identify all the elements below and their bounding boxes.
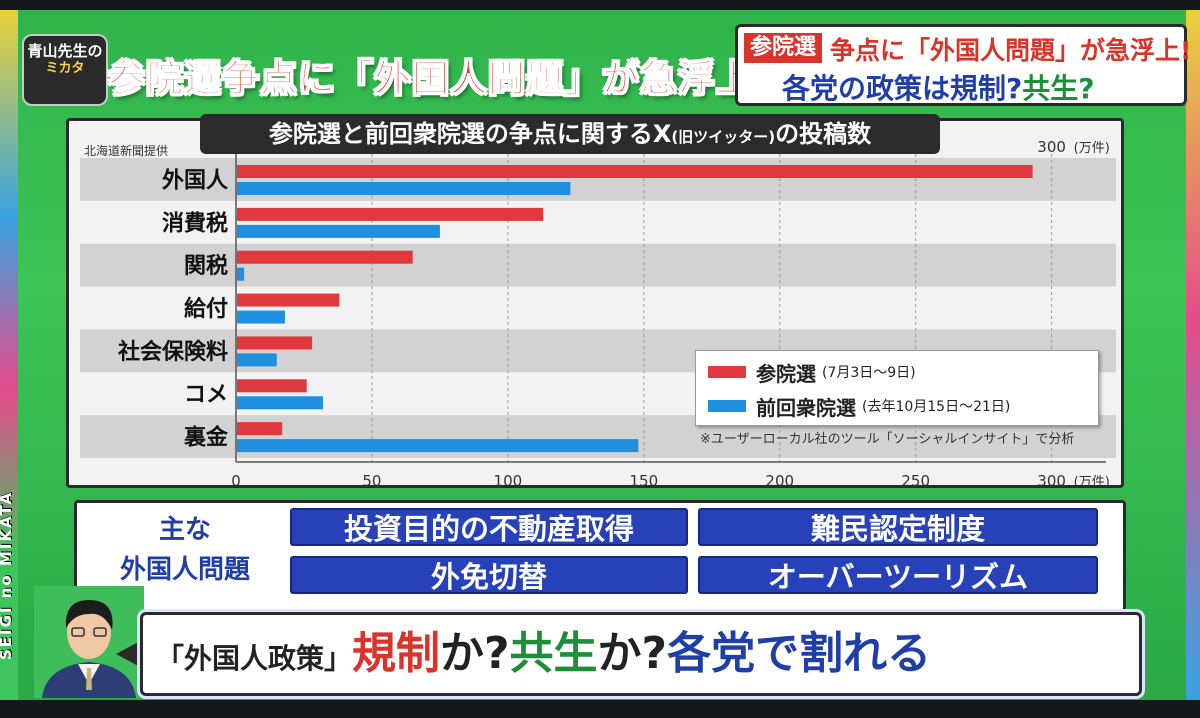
- corner-logo-line2: ミカタ: [45, 61, 85, 76]
- legend-swatch-red: [708, 366, 746, 378]
- caption-pointer: [116, 640, 142, 668]
- headline-right-box: 参院選 争点に「外国人問題」が急浮上! 各党の政策は規制?共生?: [735, 24, 1191, 107]
- category-label: 社会保険料: [118, 339, 228, 365]
- caption-part2: 規制: [352, 628, 441, 679]
- x-tick-label-top: 300: [1037, 138, 1066, 156]
- issue-refugee: 難民認定制度: [698, 508, 1098, 546]
- category-label: 消費税: [162, 210, 228, 236]
- caption-box: [140, 612, 1142, 696]
- category-label: 関税: [184, 253, 228, 279]
- bar: [237, 224, 440, 238]
- chart-source: 北海道新聞提供: [84, 144, 169, 158]
- chart-title-suffix: (旧ツイッター): [671, 128, 776, 146]
- vertical-program-logo: SEIGI no MIKATA: [0, 490, 15, 660]
- legend-name: 参院選: [756, 361, 816, 386]
- tv-bezel-bottom: [0, 700, 1200, 718]
- headline-right-line2b: 共生?: [1022, 72, 1095, 105]
- issues-label: 主な 外国人問題: [90, 510, 280, 606]
- headline-left: 参院選争点に「外国人問題」が急浮上!: [108, 57, 772, 101]
- x-tick-label-bottom: 150: [629, 472, 658, 488]
- upper-house-tag: 参院選: [744, 33, 823, 63]
- headline-right-line2: 各党の政策は規制?共生?: [782, 67, 1095, 107]
- bar: [237, 439, 639, 453]
- chart-footnote: ※ユーザーローカル社のツール「ソーシャルインサイト」で分析: [700, 432, 1075, 447]
- legend-entry-upper-house: 参院選 (7月3日〜9日): [708, 357, 916, 387]
- bar: [237, 422, 283, 436]
- chart-legend: 参院選 (7月3日〜9日) 前回衆院選 (去年10月15日〜21日): [695, 350, 1099, 426]
- caption-part6: 各党で割れる: [667, 628, 932, 679]
- x-tick-label-bottom: 0: [231, 472, 241, 488]
- issue-license-conversion: 外免切替: [290, 556, 688, 594]
- chart-title-end: の投稿数: [775, 120, 872, 148]
- x-tick-label-bottom: 50: [362, 472, 381, 488]
- unit-label-bottom: (万件): [1074, 475, 1110, 488]
- x-tick-label-bottom: 100: [494, 472, 523, 488]
- legend-note: (7月3日〜9日): [822, 365, 916, 381]
- category-label: 給付: [184, 296, 228, 322]
- corner-logo-line1: 青山先生の: [27, 42, 103, 60]
- left-color-strip: [0, 10, 18, 700]
- x-tick-label-bottom: 250: [901, 472, 930, 488]
- category-label: コメ: [184, 383, 228, 408]
- legend-note: (去年10月15日〜21日): [862, 399, 1011, 415]
- caption-part3: か?: [440, 628, 510, 679]
- headline-right-line2a: 各党の政策は規制?: [782, 72, 1023, 105]
- bar: [237, 353, 277, 367]
- issues-label-line1: 主な: [158, 515, 211, 545]
- right-color-strip: [1186, 10, 1200, 700]
- issue-overtourism: オーバーツーリズム: [698, 556, 1098, 594]
- bar: [237, 165, 1033, 178]
- category-label: 裏金: [184, 425, 229, 451]
- bar: [237, 207, 544, 221]
- legend-name: 前回衆院選: [756, 395, 856, 420]
- bar: [237, 250, 413, 264]
- caption-part4: 共生: [509, 628, 598, 679]
- program-corner-logo: 青山先生の ミカタ: [22, 34, 108, 106]
- issue-real-estate: 投資目的の不動産取得: [290, 508, 688, 546]
- chart-title-main: 参院選と前回衆院選の争点に関するX: [268, 120, 672, 148]
- bar: [237, 379, 307, 393]
- legend-entry-lower-house: 前回衆院選 (去年10月15日〜21日): [708, 391, 1010, 421]
- chart-title: 参院選と前回衆院選の争点に関するX(旧ツイッター)の投稿数: [200, 114, 940, 154]
- caption-part5: か?: [597, 628, 668, 679]
- unit-label-top: (万件): [1074, 141, 1110, 156]
- bar: [237, 267, 245, 281]
- legend-swatch-blue: [708, 400, 746, 412]
- bar: [237, 396, 323, 410]
- tv-bezel-top: [0, 0, 1200, 10]
- bar: [237, 182, 571, 195]
- caption-part1: 「外国人政策」: [156, 642, 353, 675]
- headline-right-line1: 争点に「外国人問題」が急浮上!: [830, 36, 1192, 65]
- category-label: 外国人: [162, 167, 228, 193]
- x-tick-label-bottom: 300: [1037, 472, 1066, 488]
- caption-text: 「外国人政策」規制か?共生か?各党で割れる: [156, 616, 931, 692]
- bar: [237, 336, 313, 350]
- bar: [237, 293, 340, 307]
- issues-label-line2: 外国人問題: [119, 555, 250, 585]
- bar: [237, 310, 285, 324]
- x-tick-label-bottom: 200: [765, 472, 794, 488]
